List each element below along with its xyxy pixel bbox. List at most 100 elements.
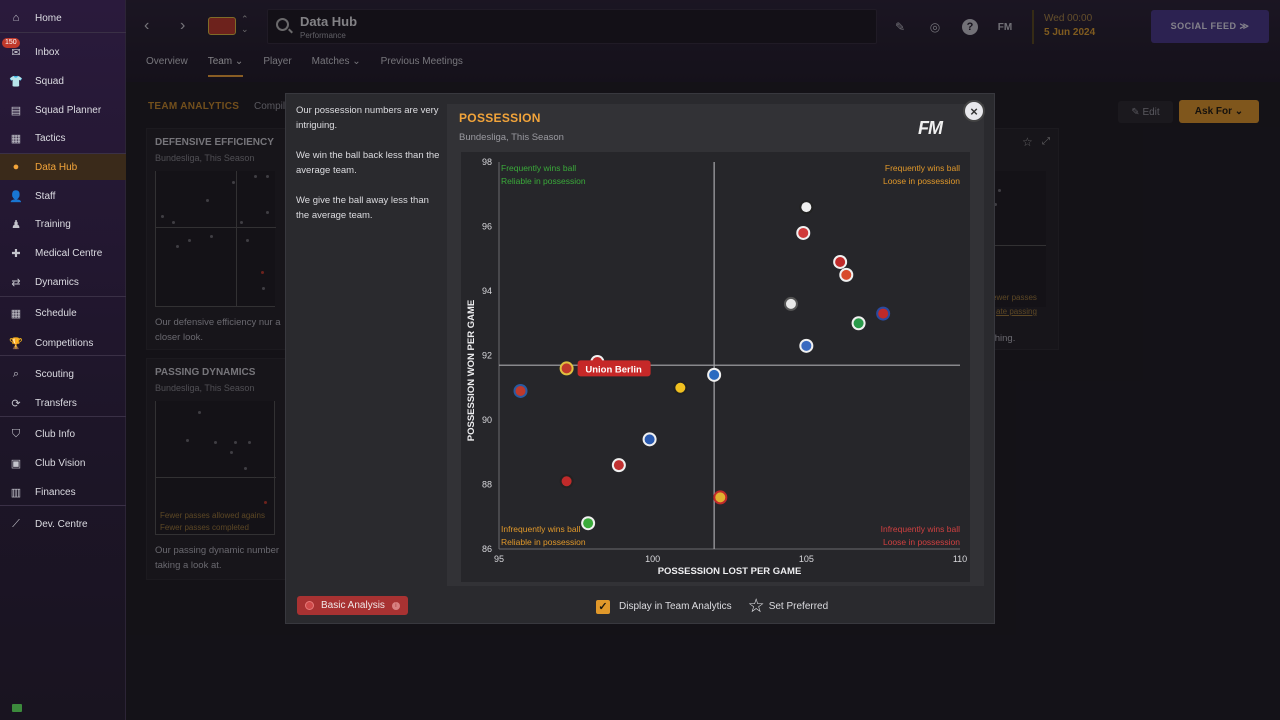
right-analytics-card[interactable]: ☆ ⤢ ewer passes ate passing ching. — [985, 128, 1059, 350]
club-badge-point — [709, 369, 720, 380]
club-badge-point — [841, 269, 852, 280]
modal-paragraph: We win the ball back less than the avera… — [296, 150, 440, 176]
chart-subtitle: Bundesliga, This Season — [459, 132, 564, 143]
sidebar-item-inbox[interactable]: ✉ Inbox — [0, 39, 126, 65]
sidebar-item-finances[interactable]: ▥ Finances — [0, 479, 126, 505]
sidebar-item-label: Home — [35, 12, 62, 24]
sidebar-item-dev-centre[interactable]: ⟋ Dev. Centre — [0, 511, 126, 537]
sidebar-item-label: Dev. Centre — [35, 518, 88, 530]
sidebar-item-scouting[interactable]: ⌕ Scouting — [0, 361, 126, 387]
tab-matches[interactable]: Matches ⌄ — [311, 56, 361, 67]
medical-icon: ✚ — [11, 247, 21, 260]
analysis-icon — [305, 601, 314, 610]
sidebar-item-training[interactable]: ♟ Training — [0, 211, 126, 237]
club-badge-point — [583, 518, 594, 529]
sidebar-item-label: Medical Centre — [35, 247, 103, 259]
datahub-icon: ● — [12, 161, 20, 173]
back-arrow-icon[interactable]: ‹ — [144, 17, 150, 34]
set-preferred-label[interactable]: Set Preferred — [768, 601, 829, 612]
forward-arrow-icon[interactable]: › — [180, 17, 186, 34]
world-icon[interactable]: ◎ — [929, 20, 941, 34]
x-tick-label: 95 — [494, 554, 504, 564]
tab-player[interactable]: Player — [263, 56, 292, 67]
tab-previous-meetings[interactable]: Previous Meetings — [380, 56, 463, 67]
date-day: Wed 00:00 — [1044, 13, 1093, 24]
card-subtitle: Bundesliga, This Season — [155, 153, 255, 163]
defensive-efficiency-card[interactable]: DEFENSIVE EFFICIENCY Bundesliga, This Se… — [146, 128, 286, 350]
sidebar-item-club-info[interactable]: ⛉ Club Info — [0, 421, 126, 447]
sidebar-item-data-hub[interactable]: ● Data Hub — [0, 154, 126, 180]
club-badge-point — [801, 202, 812, 213]
edit-button[interactable]: ✎ Edit — [1118, 101, 1173, 123]
sidebar-item-label: Competitions — [35, 337, 94, 349]
sidebar-item-squad-planner[interactable]: ▤ Squad Planner — [0, 97, 126, 123]
sidebar-item-club-vision[interactable]: ▣ Club Vision — [0, 450, 126, 476]
card-title: DEFENSIVE EFFICIENCY — [155, 137, 274, 148]
devcentre-icon: ⟋ — [12, 517, 20, 530]
highlight-label-union-berlin: Union Berlin — [585, 364, 642, 375]
info-icon[interactable]: i — [391, 601, 400, 610]
club-badge-point — [878, 308, 889, 319]
club-switch-icon[interactable]: ⌃ ⌄ — [241, 14, 249, 34]
club-logo[interactable] — [208, 17, 236, 35]
expand-icon[interactable]: ⤢ — [1042, 136, 1050, 147]
sidebar-item-squad[interactable]: 👕 Squad — [0, 68, 126, 94]
star-icon[interactable]: ☆ — [747, 596, 765, 617]
legend-fewer-completed: Fewer passes completed — [160, 523, 249, 532]
modal-paragraph: We give the ball away less than the aver… — [296, 195, 429, 221]
x-axis-label: POSSESSION LOST PER GAME — [658, 566, 802, 577]
display-in-team-analytics-checkbox[interactable]: ✓ — [596, 599, 610, 614]
y-tick-label: 94 — [482, 286, 492, 296]
search-box[interactable]: Data Hub Performance — [267, 9, 877, 44]
tab-overview[interactable]: Overview — [146, 56, 188, 67]
display-in-team-analytics-label[interactable]: Display in Team Analytics — [619, 601, 732, 612]
fm-menu-icon[interactable]: FM — [997, 21, 1013, 33]
top-bar: ‹ › ⌃ ⌄ Data Hub Performance ✎ ◎ ? FM Wed… — [126, 0, 1280, 82]
dynamics-icon: ⇄ — [11, 276, 21, 289]
squad-icon: 👕 — [9, 75, 23, 88]
sidebar-item-tactics[interactable]: ▦ Tactics — [0, 125, 126, 151]
sidebar-item-transfers[interactable]: ⟳ Transfers — [0, 390, 126, 416]
tab-team[interactable]: Team ⌄ — [207, 56, 244, 77]
y-tick-label: 88 — [482, 480, 492, 490]
sidebar-item-schedule[interactable]: ▦ Schedule — [0, 300, 126, 326]
social-feed-button[interactable]: SOCIAL FEED ≫ — [1151, 10, 1269, 43]
sidebar-item-label: Schedule — [35, 307, 77, 319]
y-axis-label: POSSESSION WON PER GAME — [466, 300, 477, 441]
club-badge-point — [561, 363, 572, 374]
sidebar-item-medical-centre[interactable]: ✚ Medical Centre — [0, 240, 126, 266]
inbox-badge: 150 — [2, 38, 20, 48]
ask-for-button[interactable]: Ask For ⌄ — [1179, 100, 1259, 123]
star-icon[interactable]: ☆ — [1022, 135, 1033, 149]
passing-dynamics-card[interactable]: PASSING DYNAMICS Bundesliga, This Season… — [146, 358, 286, 580]
close-modal-button[interactable]: × — [963, 100, 985, 122]
x-tick-label: 100 — [645, 554, 660, 564]
basic-analysis-button[interactable]: Basic Analysis i — [297, 596, 408, 615]
finances-icon: ▥ — [10, 486, 22, 499]
sidebar: ⌂ Home ✉ Inbox 👕 Squad ▤ Squad Planner ▦ Tactics ●… — [0, 0, 126, 720]
sidebar-item-dynamics[interactable]: ⇄ Dynamics — [0, 269, 126, 295]
sidebar-item-home[interactable]: ⌂ Home — [0, 5, 126, 31]
date-display[interactable]: Wed 00:00 5 Jun 2024 — [1032, 10, 1144, 44]
help-icon[interactable]: ? — [962, 19, 978, 35]
sidebar-divider — [0, 416, 126, 417]
sidebar-divider — [0, 153, 126, 154]
sidebar-item-label: Scouting — [35, 368, 74, 380]
tab-bar: Overview Team ⌄ Player Matches ⌄ Previous Me… — [146, 56, 483, 77]
sidebar-item-label: Squad Planner — [35, 104, 102, 116]
sidebar-item-staff[interactable]: 👤 Staff — [0, 183, 126, 209]
sidebar-item-label: Club Vision — [35, 457, 86, 469]
mini-plot: Fewer passes allowed agains Fewer passes… — [155, 401, 276, 535]
card-subtitle: Bundesliga, This Season — [155, 383, 255, 393]
sidebar-item-label: Inbox — [35, 46, 60, 58]
status-icon[interactable] — [12, 704, 22, 712]
transfers-icon: ⟳ — [11, 397, 21, 410]
legend-fewer-passes: ewer passes — [992, 293, 1037, 302]
club-badge-point — [561, 476, 572, 487]
club-badge-point — [798, 227, 809, 238]
shield-icon: ⛉ — [11, 427, 21, 440]
pencil-icon[interactable]: ✎ — [894, 20, 906, 34]
chart-panel: POSSESSION Bundesliga, This Season FM 95… — [447, 104, 984, 586]
club-badge-point — [853, 318, 864, 329]
sidebar-item-competitions[interactable]: 🏆 Competitions — [0, 330, 126, 356]
